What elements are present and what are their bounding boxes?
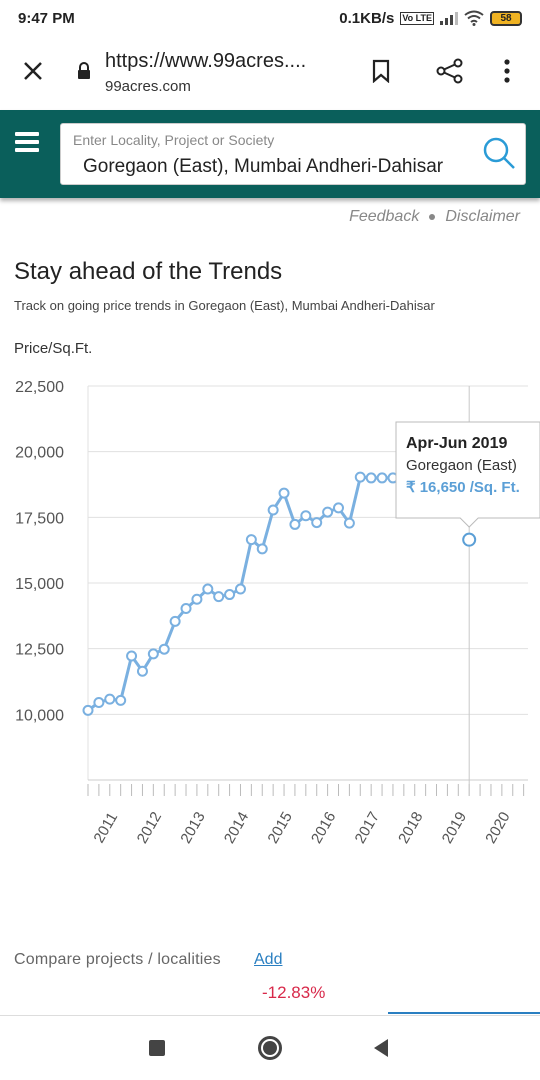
data-point[interactable] [278, 487, 290, 499]
android-nav-bar [0, 1016, 540, 1080]
data-point[interactable] [82, 704, 94, 716]
data-point[interactable] [213, 591, 225, 603]
x-tick-label: 2013 [177, 809, 208, 846]
data-point[interactable] [376, 472, 388, 484]
browser-toolbar: https://www.99acres.... 99acres.com [0, 36, 540, 110]
page-subtitle: Track on going price trends in Goregaon … [14, 298, 435, 313]
y-axis-title: Price/Sq.Ft. [14, 340, 93, 357]
x-tick-label: 2017 [352, 809, 383, 846]
x-tick-label: 2016 [308, 809, 339, 846]
recents-icon[interactable] [149, 1040, 165, 1056]
y-tick-label: 15,000 [15, 576, 64, 593]
data-point[interactable] [311, 517, 323, 529]
data-point[interactable] [300, 510, 312, 522]
data-point[interactable] [169, 615, 181, 627]
data-point[interactable] [289, 518, 301, 530]
bookmark-icon[interactable] [372, 59, 390, 83]
url-text[interactable]: https://www.99acres.... [105, 50, 307, 72]
status-indicators: 0.1KB/s Vo LTE 58 [339, 10, 522, 27]
signal-icon [440, 11, 458, 25]
price-change-value: -12.83% [262, 983, 326, 1002]
search-value[interactable]: Goregaon (East), Mumbai Andheri-Dahisar [83, 156, 444, 177]
url-domain: 99acres.com [105, 78, 191, 95]
share-icon[interactable] [436, 58, 464, 84]
separator-dot [429, 214, 436, 220]
data-point[interactable] [267, 504, 279, 516]
back-icon[interactable] [372, 1038, 390, 1058]
y-tick-label: 17,500 [15, 510, 64, 527]
disclaimer-link[interactable]: Disclaimer [445, 208, 520, 225]
y-tick-label: 20,000 [15, 445, 64, 462]
data-point[interactable] [256, 543, 268, 555]
data-point[interactable] [354, 471, 366, 483]
compare-add-link[interactable]: Add [254, 951, 283, 968]
data-point[interactable] [158, 643, 170, 655]
data-point[interactable] [365, 472, 377, 484]
data-point[interactable] [147, 648, 159, 660]
y-tick-label: 10,000 [15, 707, 64, 724]
price-trend-chart[interactable]: 22,500 20,000 17,500 15,000 12,500 10,000 2011… [0, 360, 540, 860]
search-input[interactable]: Enter Locality, Project or Society Goreg… [60, 123, 526, 185]
info-links: Feedback Disclaimer [349, 208, 520, 226]
data-point[interactable] [202, 583, 214, 595]
data-point[interactable] [191, 593, 203, 605]
volte-icon: Vo LTE [400, 11, 434, 25]
data-point[interactable] [126, 650, 138, 662]
x-tick-label: 2015 [264, 809, 295, 846]
lock-icon [78, 62, 90, 79]
y-tick-label: 12,500 [15, 642, 64, 659]
network-speed: 0.1KB/s [339, 9, 395, 27]
tab-indicator [388, 1012, 540, 1014]
close-icon[interactable] [22, 60, 44, 82]
data-point[interactable] [234, 583, 246, 595]
tooltip-box [395, 421, 540, 528]
status-bar: 9:47 PM 0.1KB/s Vo LTE 58 [0, 0, 540, 36]
tooltip-period: Apr-Jun 2019 [406, 435, 507, 452]
x-tick-label: 2014 [221, 809, 252, 846]
data-point[interactable] [224, 589, 236, 601]
page-title: Stay ahead of the Trends [14, 258, 283, 285]
data-point[interactable] [180, 602, 192, 614]
more-icon[interactable] [503, 58, 511, 84]
data-point[interactable] [343, 517, 355, 529]
x-tick-label: 2011 [90, 810, 121, 846]
wifi-icon [464, 10, 484, 26]
data-point[interactable] [115, 694, 127, 706]
data-point[interactable] [332, 502, 344, 514]
app-header: Enter Locality, Project or Society Goreg… [0, 110, 540, 198]
search-icon[interactable] [481, 136, 517, 172]
tooltip-value: ₹ 16,650 /Sq. Ft. [406, 479, 520, 496]
highlighted-point[interactable] [462, 532, 477, 547]
data-point[interactable] [245, 534, 257, 546]
data-point[interactable] [104, 693, 116, 705]
data-point[interactable] [93, 697, 105, 709]
data-point[interactable] [322, 506, 334, 518]
y-tick-label: 22,500 [15, 379, 64, 396]
menu-icon[interactable] [15, 132, 39, 152]
compare-label: Compare projects / localities [14, 951, 221, 968]
feedback-link[interactable]: Feedback [349, 208, 420, 225]
x-tick-label: 2012 [134, 809, 165, 846]
x-tick-label: 2020 [482, 809, 513, 846]
x-tick-label: 2018 [395, 809, 426, 846]
divider [0, 1015, 540, 1016]
battery-icon: 58 [490, 10, 522, 26]
search-placeholder: Enter Locality, Project or Society [73, 132, 275, 148]
status-time: 9:47 PM [18, 9, 75, 27]
data-point[interactable] [136, 665, 148, 677]
x-tick-label: 2019 [439, 809, 470, 846]
home-icon[interactable] [258, 1036, 282, 1060]
tooltip-location: Goregaon (East) [406, 457, 517, 474]
